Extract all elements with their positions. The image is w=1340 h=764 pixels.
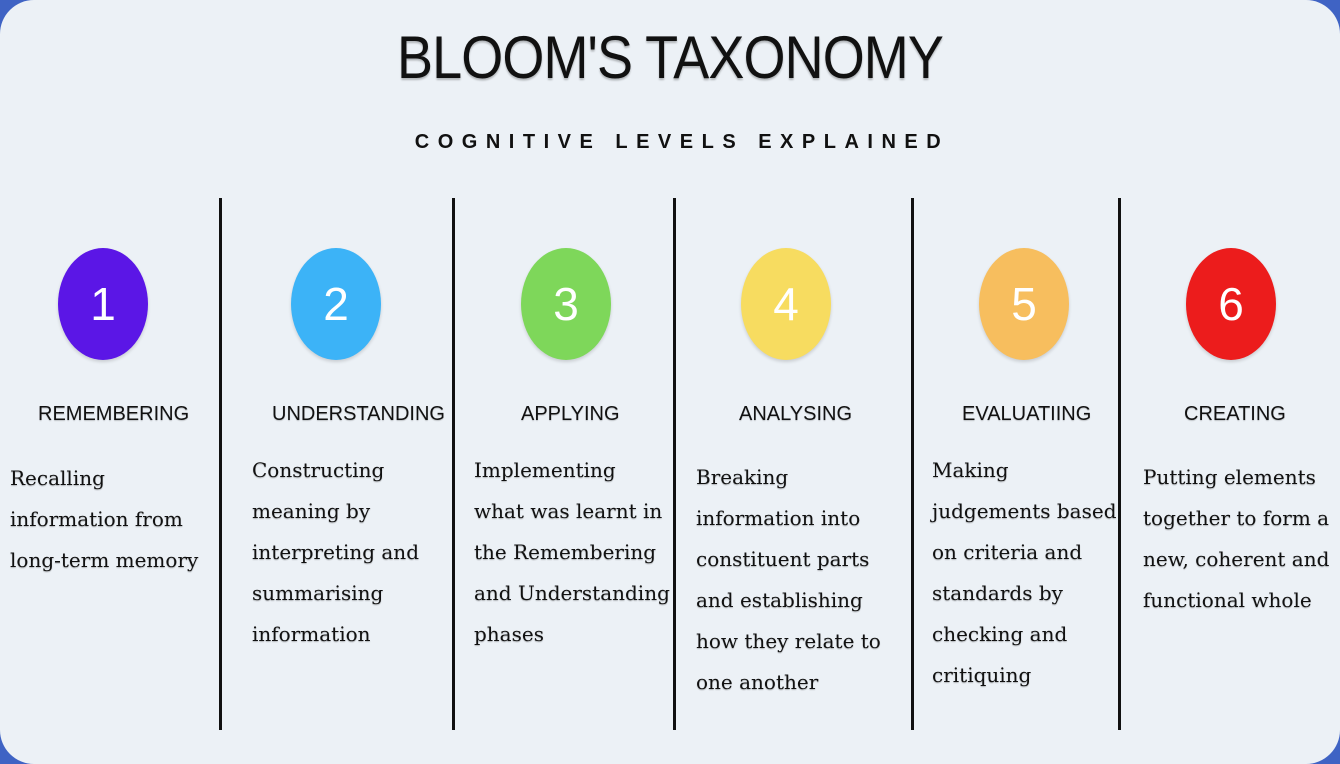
level-5-number-circle: 5 [979, 248, 1069, 360]
level-2-label: UNDERSTANDING [272, 403, 445, 425]
level-1-number-circle: 1 [58, 248, 148, 360]
level-1-label: REMEMBERING [38, 403, 190, 425]
page-subtitle: COGNITIVE LEVELS EXPLAINED [414, 131, 950, 153]
level-6-description: Putting elements together to form a new,… [1143, 465, 1330, 612]
column-divider [673, 198, 676, 730]
level-1-description: Recalling information from long-term mem… [10, 466, 199, 572]
column-divider [1118, 198, 1121, 730]
level-3-description: Implementing what was learnt in the Reme… [474, 458, 670, 646]
level-2-number-circle: 2 [291, 248, 381, 360]
level-6-label: CREATING [1184, 403, 1286, 425]
level-5-description: Making judgements based on criteria and … [932, 458, 1117, 687]
page-title: BLOOM'S TAXONOMY [396, 24, 944, 91]
level-4-number-circle: 4 [741, 248, 831, 360]
level-3-label: APPLYING [521, 403, 620, 425]
column-divider [452, 198, 455, 730]
column-divider [219, 198, 222, 730]
level-4-description: Breaking information into constituent pa… [696, 465, 881, 694]
column-divider [911, 198, 914, 730]
level-3-number-circle: 3 [521, 248, 611, 360]
level-4-label: ANALYSING [739, 403, 852, 425]
level-2-description: Constructing meaning by interpreting and… [252, 458, 419, 646]
level-6-number-circle: 6 [1186, 248, 1276, 360]
level-5-label: EVALUATIING [962, 403, 1092, 425]
